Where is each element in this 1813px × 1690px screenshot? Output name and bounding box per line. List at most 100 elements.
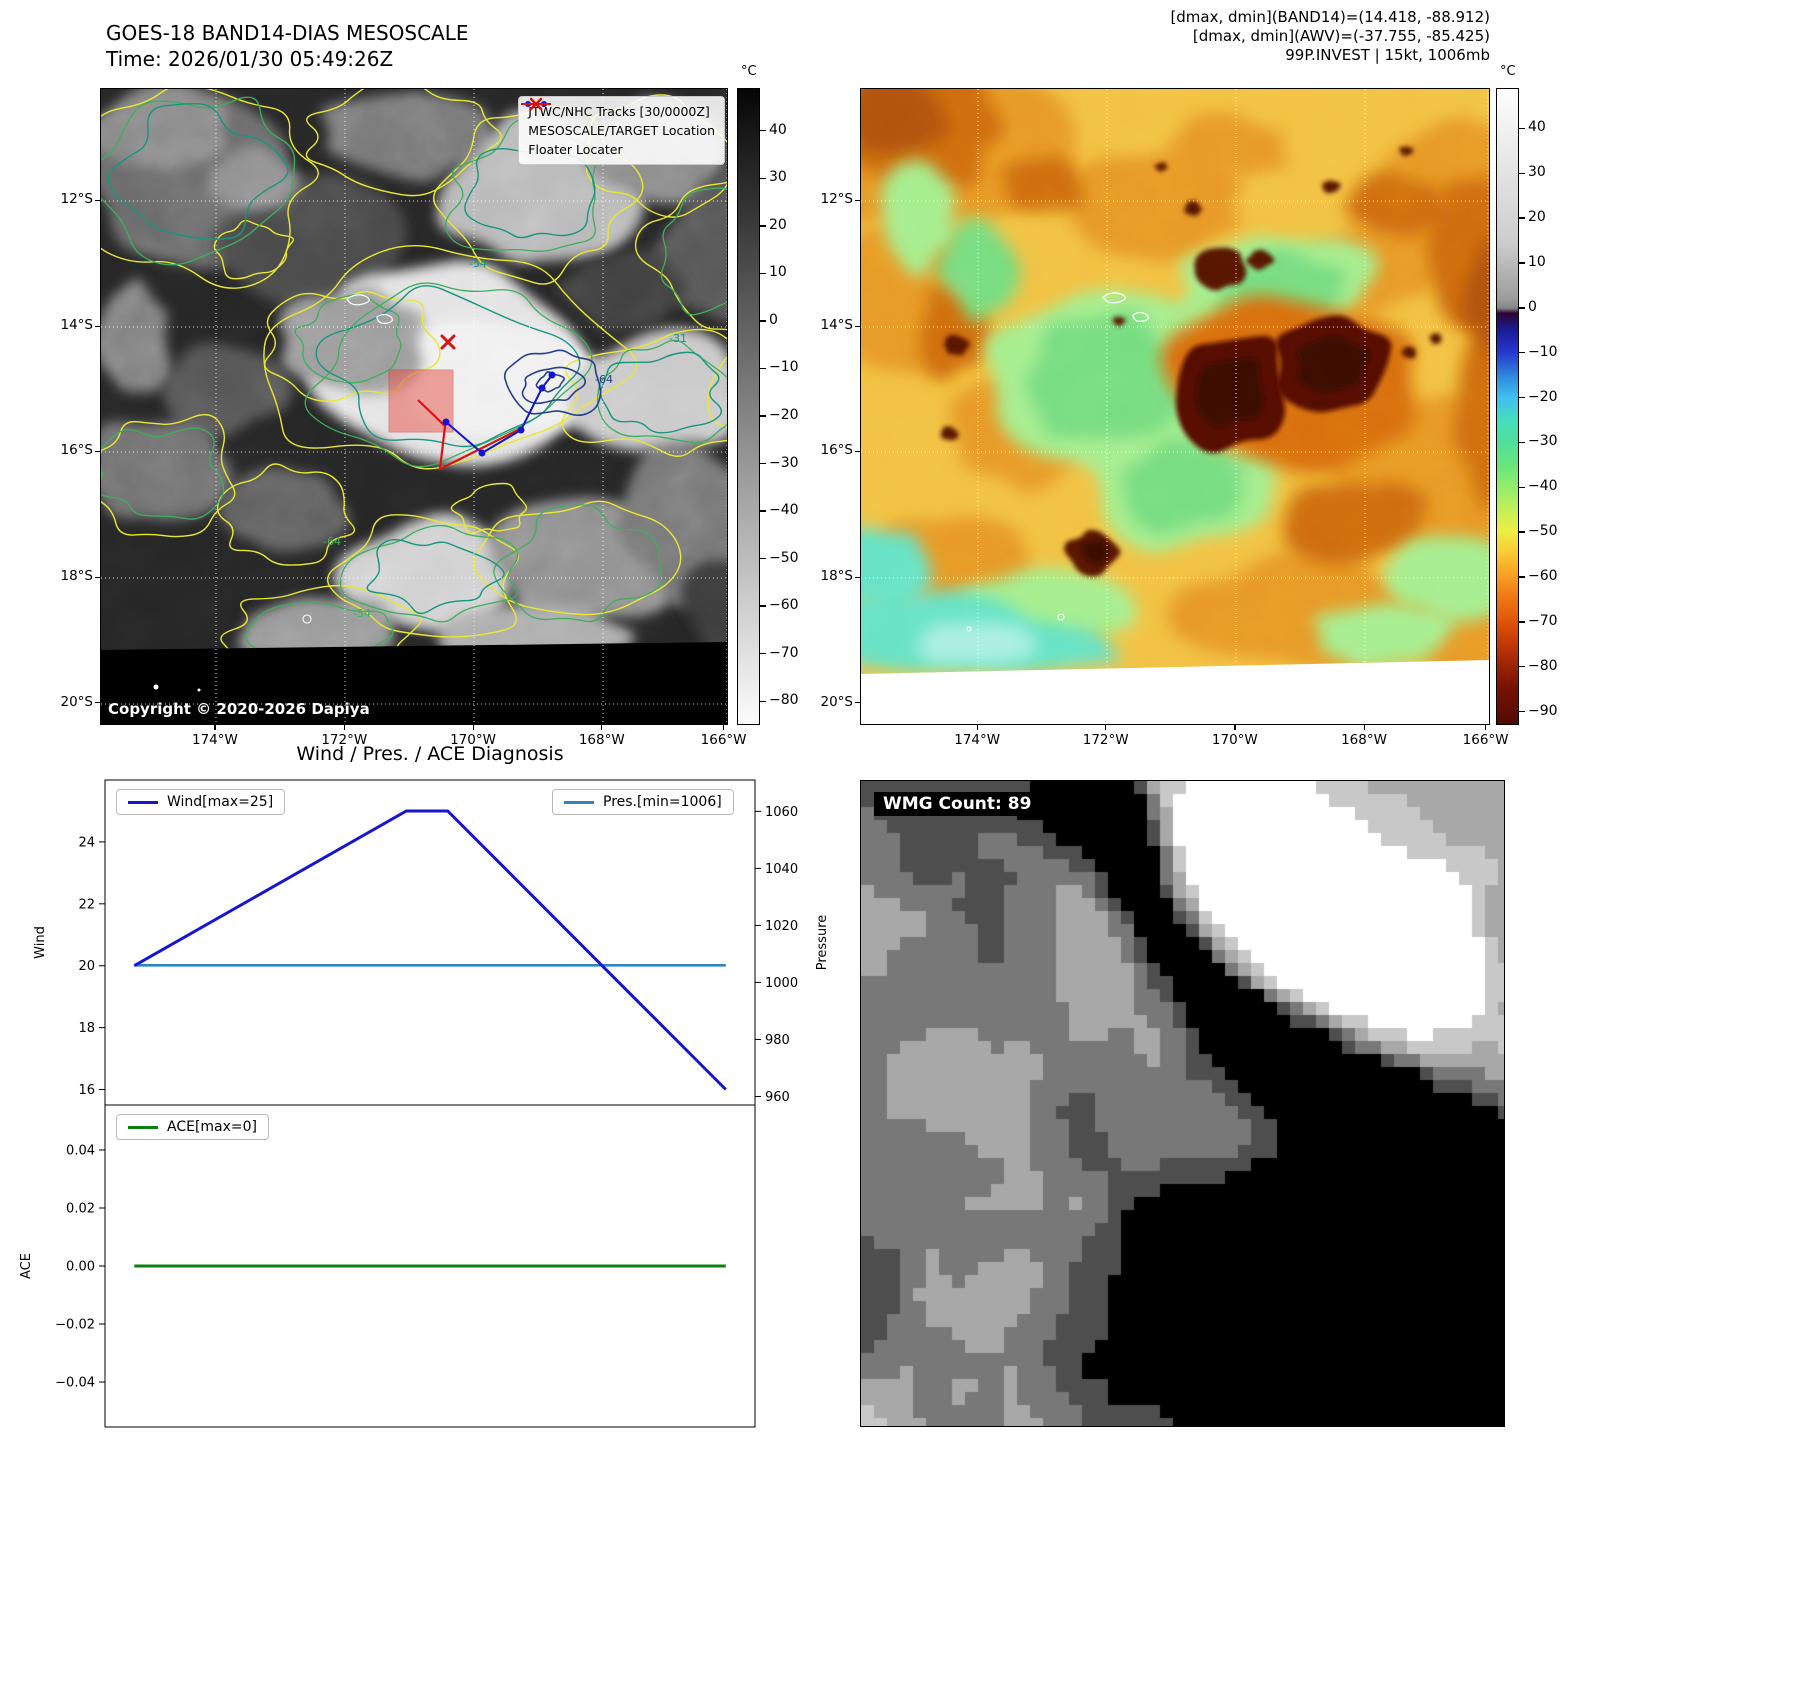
awv-header-line1: [dmax, dmin](BAND14)=(14.418, -88.912)	[1170, 8, 1490, 26]
colorbar-tick-mark	[760, 320, 766, 322]
wind-legend-line-sample	[128, 800, 158, 804]
svg-text:0.00: 0.00	[66, 1260, 95, 1275]
map-lat-tick-label: 16°S	[60, 442, 94, 459]
ace-legend: ACE[max=0]	[116, 1114, 270, 1140]
map-lon-tick-label: 174°W	[954, 732, 1001, 748]
colorbar-tick-label: −20	[769, 407, 799, 423]
colorbar-tick-mark	[1519, 531, 1525, 533]
svg-text:ACE: ACE	[19, 1253, 34, 1279]
colorbar-tick-mark	[1519, 262, 1525, 264]
map-lon-tick-label: 172°W	[1082, 732, 1129, 748]
colorbar-tick-mark	[760, 462, 766, 465]
colorbar-tick-mark	[1519, 217, 1525, 219]
colorbar-tick-label: −80	[769, 692, 799, 709]
map-lon-tick-label: 166°W	[700, 732, 747, 748]
colorbar-tick-mark	[760, 700, 766, 702]
map-lat-tick-label: 20°S	[60, 693, 94, 710]
map-lon-tick-mark	[214, 725, 216, 730]
map-lat-tick-label: 18°S	[60, 568, 94, 585]
goes-legend-item: MESOSCALE/TARGET Location	[528, 97, 715, 140]
map-lat-tick-mark	[855, 702, 860, 704]
colorbar-tick-label: 10	[1528, 253, 1546, 270]
colorbar-tick-mark	[1519, 127, 1525, 130]
colorbar-tick-mark	[1519, 172, 1525, 174]
wmg-image	[861, 781, 1504, 1426]
colorbar-tick-label: −40	[769, 502, 799, 519]
goes-map-legend: JTWC/NHC Tracks [30/0000Z] MESOSCALE/TARG…	[518, 96, 725, 165]
colorbar-tick-mark	[760, 272, 766, 275]
map-lat-tick-mark	[95, 325, 100, 327]
svg-text:0.02: 0.02	[66, 1201, 95, 1216]
colorbar-tick-mark	[760, 130, 766, 132]
red-line-icon	[521, 103, 552, 105]
svg-text:-64: -64	[595, 373, 613, 386]
colorbar-tick-label: 20	[1528, 209, 1546, 226]
map-lon-tick-label: 172°W	[321, 732, 368, 748]
map-lat-tick-label: 14°S	[60, 317, 94, 334]
wmg-count-label: WMG Count: 89	[874, 792, 1041, 816]
map-lat-tick-mark	[95, 450, 100, 452]
svg-text:Pressure: Pressure	[815, 915, 830, 971]
goes-map: -54 -64 -31 -54 -64 JTWC/NHC Tracks [30/0000…	[100, 88, 728, 725]
goes-legend-label: MESOSCALE/TARGET Location	[528, 123, 715, 138]
wind-legend-label: Wind[max=25]	[167, 794, 274, 810]
svg-text:980: 980	[765, 1033, 790, 1048]
svg-text:-54: -54	[353, 607, 371, 620]
awv-map-image	[861, 89, 1489, 724]
colorbar-tick-label: −10	[769, 359, 799, 376]
goes-colorbar-unit: °C	[741, 64, 757, 79]
map-lat-tick-label: 18°S	[820, 568, 854, 585]
colorbar-tick-mark	[1519, 307, 1525, 309]
colorbar-tick-label: −60	[769, 597, 799, 614]
pressure-legend: Pres.[min=1006]	[552, 789, 734, 815]
colorbar-tick-mark	[760, 177, 766, 179]
map-lon-tick-mark	[343, 725, 345, 730]
colorbar-tick-mark	[1519, 665, 1525, 668]
diagnosis-title: Wind / Pres. / ACE Diagnosis	[296, 743, 564, 765]
colorbar-tick-mark	[760, 510, 766, 512]
colorbar-tick-label: −70	[1528, 612, 1558, 629]
wind-legend: Wind[max=25]	[116, 789, 286, 815]
colorbar-tick-mark	[1519, 576, 1525, 578]
map-lat-tick-mark	[95, 576, 100, 578]
map-lat-tick-mark	[95, 199, 100, 201]
map-lat-tick-label: 12°S	[60, 191, 94, 208]
svg-text:−0.04: −0.04	[55, 1376, 95, 1391]
goes-legend-item: JTWC/NHC Tracks [30/0000Z]	[521, 101, 715, 121]
goes-legend-item: Floater Locater	[521, 103, 715, 159]
map-lon-tick-mark	[472, 725, 474, 730]
goes-title-line1: GOES-18 BAND14-DIAS MESOSCALE	[106, 21, 469, 45]
map-lon-tick-mark	[1363, 725, 1365, 730]
svg-text:-54: -54	[469, 257, 487, 270]
map-lon-tick-label: 168°W	[1341, 732, 1387, 748]
colorbar-tick-label: −40	[1528, 478, 1558, 495]
colorbar-tick-mark	[1519, 486, 1525, 488]
map-lon-tick-mark	[1105, 725, 1107, 730]
awv-header-line3: 99P.INVEST | 15kt, 1006mb	[1285, 46, 1490, 64]
map-lon-tick-label: 170°W	[1211, 732, 1258, 748]
svg-text:960: 960	[765, 1090, 790, 1105]
diagnosis-chart: 24 22 20 18 16 1060 1040 1020 1000 980 960 0.04 0.02…	[19, 779, 830, 1428]
pressure-legend-line-sample	[564, 800, 594, 804]
colorbar-tick-label: −50	[769, 549, 799, 566]
colorbar-tick-label: 40	[769, 121, 787, 138]
colorbar-tick-label: −90	[1528, 702, 1558, 719]
map-lon-tick-label: 174°W	[191, 732, 238, 748]
colorbar-tick-label: 30	[769, 169, 787, 186]
colorbar-tick-mark	[760, 605, 766, 607]
goes-map-image: -54 -64 -31 -54 -64	[101, 89, 727, 724]
colorbar-tick-mark	[1519, 396, 1525, 399]
goes-colorbar	[737, 88, 760, 725]
map-lat-tick-mark	[95, 702, 100, 704]
map-lat-tick-mark	[855, 325, 860, 327]
svg-text:1000: 1000	[765, 976, 798, 991]
map-lat-tick-mark	[855, 199, 860, 201]
colorbar-tick-label: −20	[1528, 388, 1558, 405]
goes-legend-label: Floater Locater	[528, 142, 623, 157]
awv-colorbar-unit: °C	[1500, 64, 1516, 79]
colorbar-tick-label: −70	[769, 644, 799, 661]
awv-map	[860, 88, 1490, 725]
svg-text:1060: 1060	[765, 805, 798, 820]
colorbar-tick-label: −60	[1528, 567, 1558, 584]
svg-text:16: 16	[78, 1083, 95, 1098]
